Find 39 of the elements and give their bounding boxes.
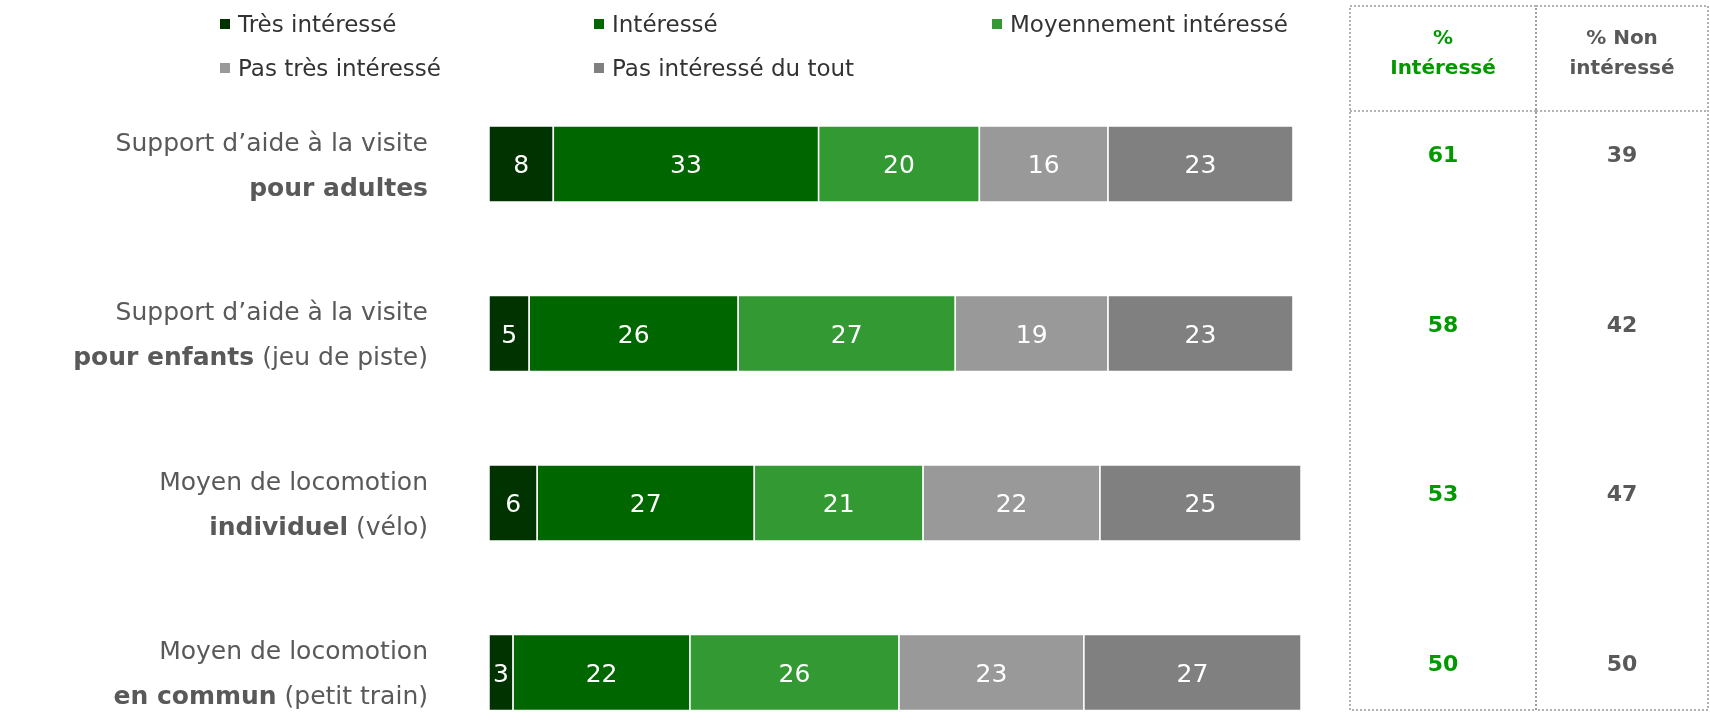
data-label: 22 [995,489,1028,518]
data-label: 6 [505,489,522,518]
legend-label: Pas intéressé du tout [612,55,855,81]
data-label: 21 [822,489,855,518]
data-label: 23 [1184,150,1217,179]
text: 47 [1606,481,1638,506]
data-label: 23 [975,658,1008,688]
legend-label: Intéressé [612,11,718,37]
data-label: 27 [1176,658,1209,688]
legend-label: Pas très intéressé [238,55,441,81]
text: 39 [1606,142,1638,167]
data-label: 19 [1015,319,1048,349]
data-label: 27 [629,489,662,518]
data-label: 20 [883,150,915,179]
legend-label: Très intéressé [237,11,397,37]
text: % Non intéressé [1569,25,1675,79]
y-tick-label: Moyen de locomotion en commun (petit train) [113,636,428,710]
data-label: 26 [617,319,650,349]
text: 50 [1606,650,1638,676]
data-label: 23 [1184,319,1217,349]
y-tick-label: Support d’aide à la visite pour adultes [115,127,428,202]
data-label: 5 [501,319,518,349]
text: 58 [1427,311,1459,337]
text: 53 [1427,481,1459,506]
data-label: 27 [830,319,863,349]
y-tick-label: Support d’aide à la visite pour enfants (jeu de piste) [73,297,428,371]
text: 61 [1427,142,1459,167]
data-label: 25 [1184,489,1217,518]
data-label: 16 [1027,150,1060,179]
text: 50 [1427,650,1459,676]
y-tick-label: Moyen de locomotion individuel (vélo) [159,466,428,541]
text: 42 [1606,311,1638,337]
data-label: 33 [670,150,702,179]
data-label: 22 [585,658,618,688]
text: % Intéressé [1390,25,1496,79]
data-label: 3 [493,658,510,688]
data-label: 8 [513,150,530,179]
data-label: 26 [778,658,811,688]
legend-label: Moyennement intéressé [1010,11,1288,37]
